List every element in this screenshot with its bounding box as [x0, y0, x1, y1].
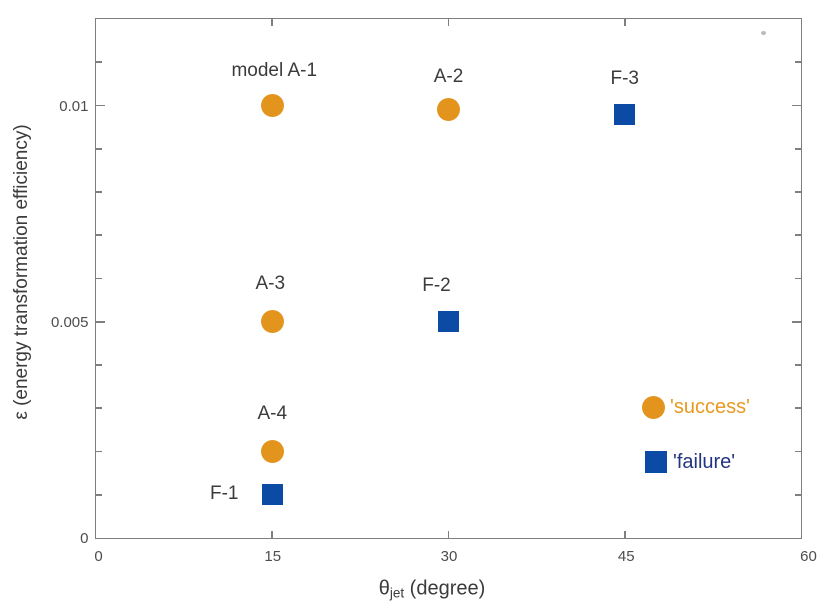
x-axis-tick-bottom: [623, 531, 626, 538]
y-axis-tick-left: [96, 450, 102, 453]
x-axis-label: θjet (degree): [379, 578, 486, 601]
y-tick-label: 0.005: [50, 313, 89, 331]
data-point-f-1-square: [261, 484, 283, 506]
x-axis-subscript: jet: [389, 585, 405, 601]
data-point-f-2-square: [438, 311, 459, 333]
plot-area: model A-1 A-2 A-3 A-4 F-3 F-2 F-1 'success' 'fai…: [95, 18, 802, 539]
y-axis-tick-left: [96, 277, 102, 280]
y-axis-tick-right: [795, 61, 801, 64]
point-label: F-2: [422, 274, 451, 296]
legend-label: 'failure': [673, 451, 736, 473]
x-tick-label: 60: [800, 547, 817, 565]
y-axis-tick-left: [96, 191, 102, 193]
x-tick-label: 45: [617, 547, 635, 565]
data-point-f-3-square: [614, 103, 636, 125]
x-tick-label: 30: [440, 547, 458, 565]
y-axis-tick-right: [792, 320, 801, 323]
x-axis-tick-top: [447, 19, 450, 26]
y-axis-tick-right: [795, 493, 801, 496]
legend-label: 'success': [670, 396, 750, 418]
speck-artifact-dot: [761, 31, 766, 35]
point-label: A-3: [255, 272, 286, 294]
data-point-a-2-circle: [437, 98, 460, 122]
point-label: F-1: [210, 482, 239, 504]
x-axis-tick-top: [271, 19, 274, 26]
y-tick-label: 0.01: [59, 97, 89, 115]
data-point-a-4-circle: [260, 440, 284, 463]
y-axis-tick-left: [96, 493, 102, 496]
point-label: A-4: [257, 402, 288, 424]
y-axis-label: ε (energy transformation efficiency): [11, 124, 32, 420]
legend-marker-failure: [645, 451, 667, 473]
y-axis-tick-right: [795, 234, 801, 237]
y-tick-label: 0: [80, 530, 89, 547]
x-axis-symbol: θ: [378, 577, 390, 600]
y-axis-tick-left: [96, 320, 105, 323]
y-axis-tick-right: [792, 104, 801, 107]
y-axis-tick-left: [96, 61, 102, 64]
x-tick-label: 15: [264, 547, 282, 565]
y-axis-tick-right: [795, 147, 801, 150]
x-axis-unit: (degree): [404, 577, 486, 600]
y-axis-tick-left: [96, 104, 105, 107]
y-axis-tick-left: [96, 147, 102, 150]
y-axis-tick-right: [795, 277, 801, 280]
y-axis-tick-left: [96, 364, 102, 366]
y-axis-tick-left: [96, 407, 102, 410]
point-label: A-2: [433, 65, 464, 87]
y-axis-tick-right: [795, 191, 801, 193]
data-point-a-3-circle: [260, 310, 284, 334]
point-label: F-3: [610, 68, 640, 90]
point-label: model A-1: [231, 59, 318, 81]
y-axis-tick-left: [96, 234, 102, 237]
y-axis-tick-right: [795, 450, 801, 453]
x-axis-tick-top: [623, 19, 626, 26]
y-axis-tick-right: [795, 407, 801, 410]
x-axis-tick-bottom: [447, 531, 450, 538]
x-tick-label: 0: [94, 547, 103, 565]
legend-marker-success: [641, 395, 665, 419]
x-axis-tick-bottom: [271, 531, 274, 538]
data-point-model-a-1-circle: [260, 94, 284, 117]
y-axis-tick-right: [795, 364, 801, 366]
